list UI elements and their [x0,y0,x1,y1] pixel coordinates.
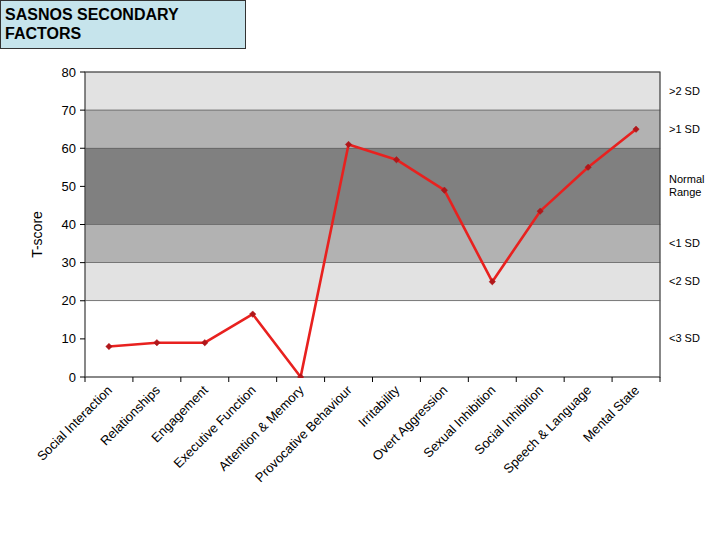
x-tick-label: Attention & Memory [215,382,307,474]
x-tick-label: Executive Function [171,383,259,471]
plot-frame [85,72,660,377]
band-label: >1 SD [669,123,715,136]
band [85,225,660,263]
data-point [393,156,399,162]
band [85,72,660,110]
data-point [202,339,208,345]
band-label: Normal Range [669,173,715,199]
band-label: <1 SD [669,237,715,250]
series [106,126,639,378]
x-tick [372,377,373,382]
x-tick [324,377,325,382]
y-tick [80,72,85,73]
data-point [297,374,303,378]
y-axis-title: T-score [29,211,45,258]
band-label: >2 SD [669,85,715,98]
y-tick-label: 70 [62,103,76,118]
series-line [109,129,636,377]
x-tick [180,377,181,382]
band-label: <2 SD [669,275,715,288]
data-point [489,278,495,284]
data-point [537,208,543,214]
y-tick-label: 30 [62,255,76,270]
bands [85,72,660,377]
x-tick [85,377,86,382]
x-tick-label: Speech & Language [500,383,594,477]
data-point [154,339,160,345]
y-tick [80,338,85,339]
data-point [441,187,447,193]
band [85,110,660,148]
x-tick [420,377,421,382]
band [85,263,660,301]
x-tick [276,377,277,382]
band-label: <3 SD [669,332,715,345]
x-tick [132,377,133,382]
y-tick [80,300,85,301]
chart-svg: 01020304050607080Social InteractionRelat… [0,0,720,540]
y-tick-label: 80 [62,65,76,80]
x-tick-label: Irritability [355,382,403,430]
x-tick [564,377,565,382]
x-tick-label: Social Interaction [34,383,115,464]
y-tick [80,110,85,111]
x-tick [228,377,229,382]
band [85,148,660,224]
y-tick [80,186,85,187]
x-tick [468,377,469,382]
y-tick-label: 0 [69,370,76,385]
y-tick-label: 60 [62,141,76,156]
x-tick [612,377,613,382]
data-point [633,126,639,132]
data-point [345,141,351,147]
x-tick-label: Provocative Behaviour [252,382,355,485]
title-box: SASNOS SECONDARY FACTORS [0,0,246,49]
y-tick-label: 10 [62,331,76,346]
data-point [250,311,256,317]
band [85,301,660,377]
y-tick-label: 50 [62,179,76,194]
chart-root: {"chart_data": {"type": "line", "title":… [0,0,720,540]
title: SASNOS SECONDARY FACTORS [5,5,205,43]
data-point [106,343,112,349]
y-tick [80,224,85,225]
y-tick-label: 40 [62,217,76,232]
y-tick [80,377,85,378]
data-point [585,164,591,170]
x-tick-label: Mental State [580,383,642,445]
x-tick [516,377,517,382]
x-tick [660,377,661,382]
y-tick-label: 20 [62,293,76,308]
y-tick [80,148,85,149]
y-tick [80,262,85,263]
